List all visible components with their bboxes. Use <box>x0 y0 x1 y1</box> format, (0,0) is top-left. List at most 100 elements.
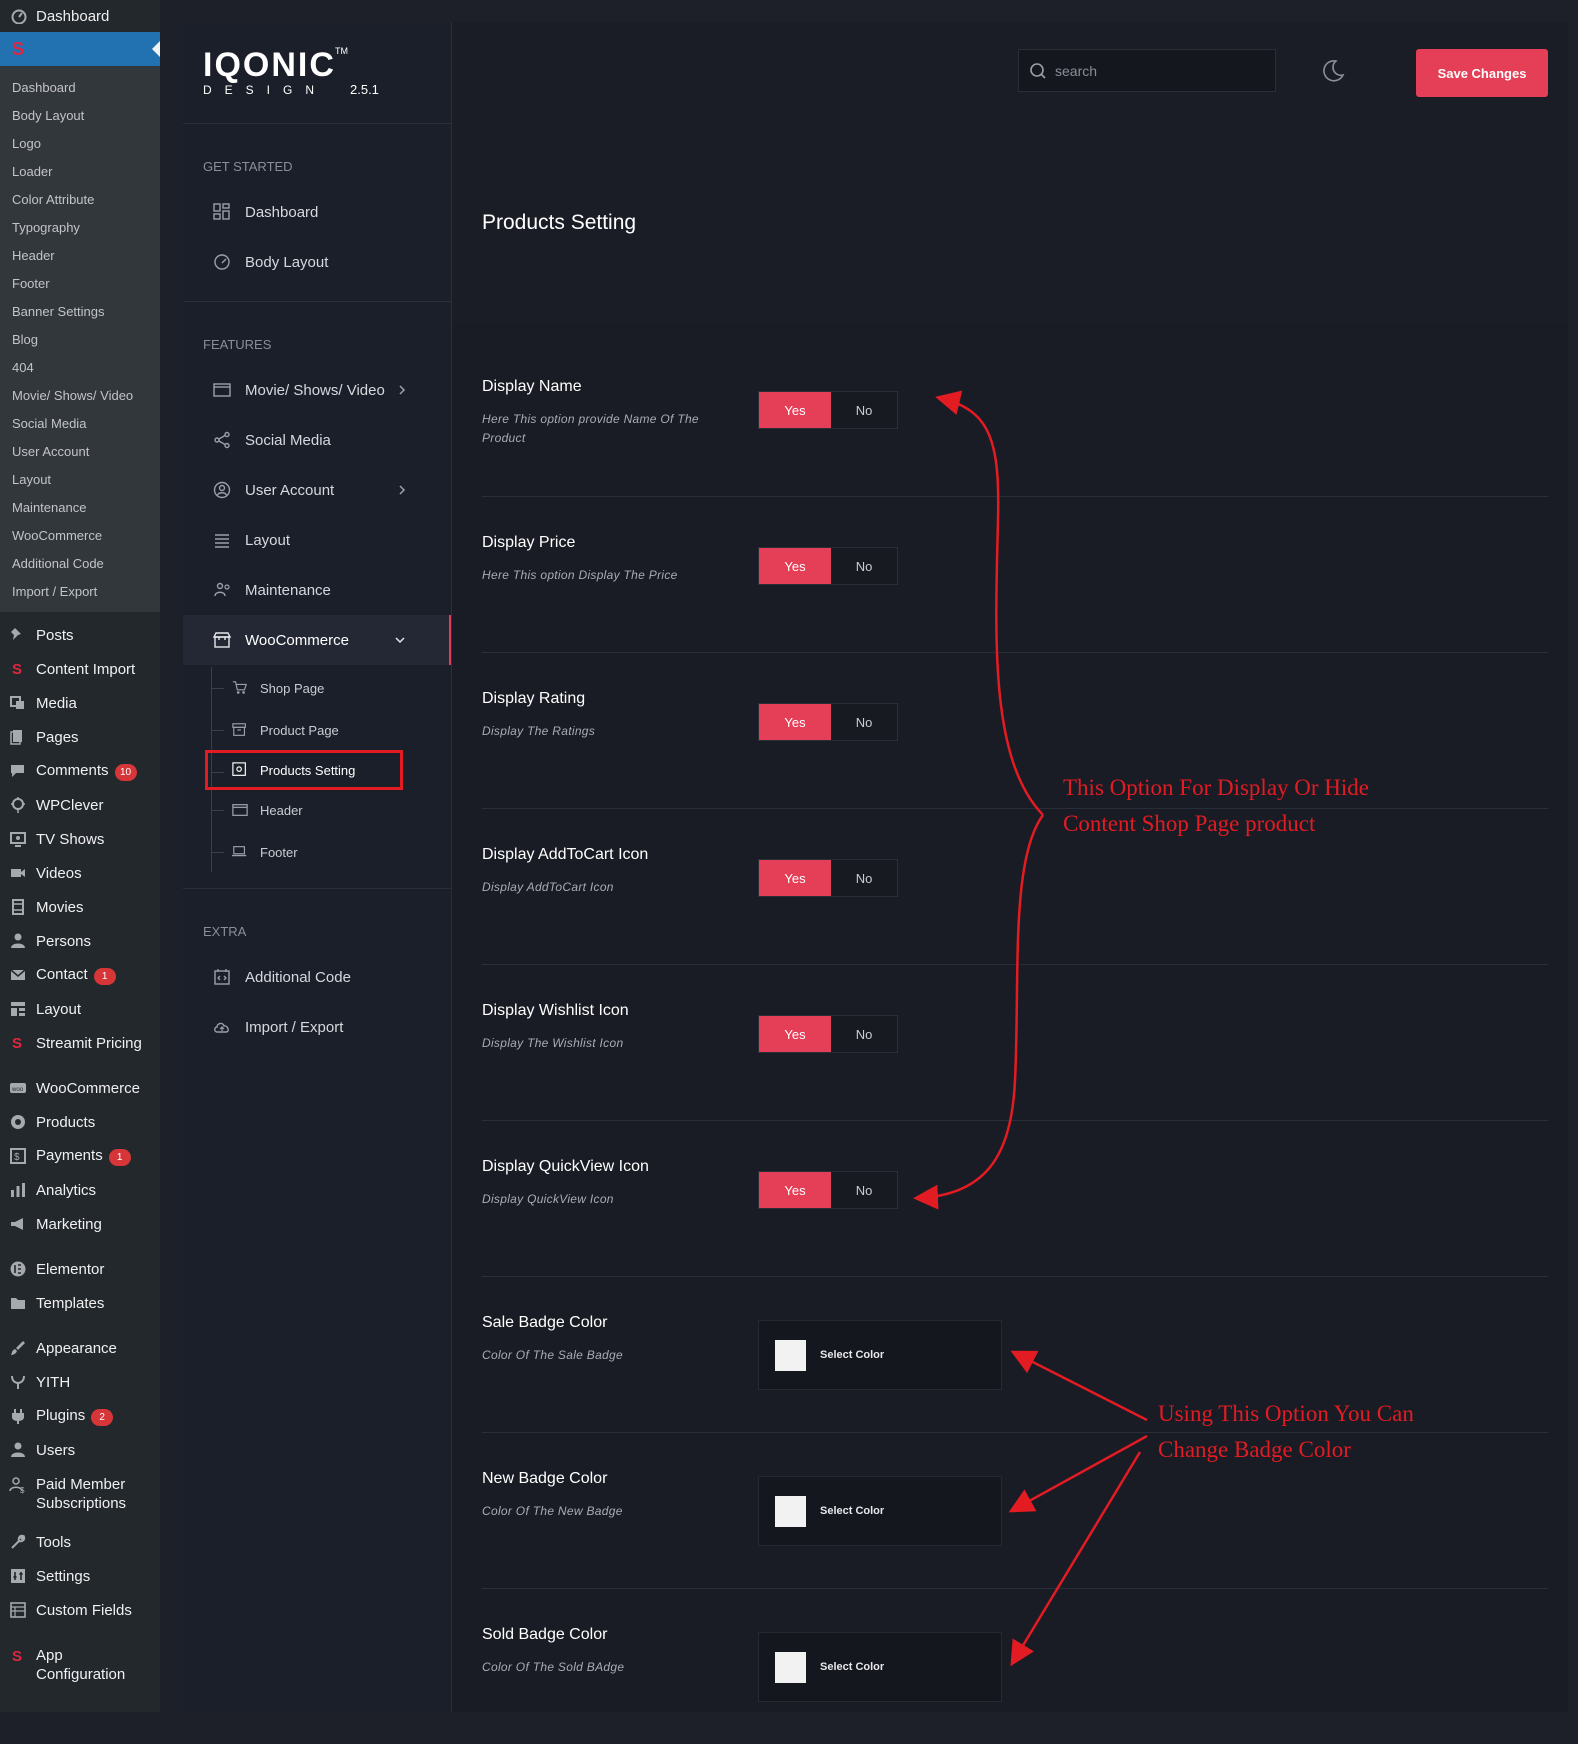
select-color-button[interactable]: Select Color <box>820 1661 885 1673</box>
wp-submenu-item[interactable]: Blog <box>12 332 39 347</box>
save-changes-button[interactable]: Save Changes <box>1416 49 1548 97</box>
video-icon <box>8 863 28 883</box>
wp-submenu-item[interactable]: User Account <box>12 444 90 459</box>
search-input[interactable]: search <box>1055 62 1098 79</box>
wp-submenu-item[interactable]: Logo <box>12 136 41 151</box>
toggle-no-button[interactable]: No <box>831 704 897 740</box>
nav-item[interactable]: Social Media <box>183 415 451 465</box>
nav-subitem[interactable]: Product Page <box>212 709 451 751</box>
wp-menu-item[interactable]: Appearance <box>0 1331 160 1365</box>
nav-item[interactable]: Dashboard <box>183 187 451 237</box>
wp-menu-item[interactable]: S Content Import <box>0 652 160 686</box>
wp-submenu-item[interactable]: Body Layout <box>12 108 85 123</box>
wp-menu-item[interactable]: Comments 10 <box>0 754 160 788</box>
nav-item[interactable]: Import / Export <box>183 1002 451 1052</box>
wp-menu-item[interactable]: Media <box>0 686 160 720</box>
nav-divider <box>183 872 451 889</box>
toggle-no-button[interactable]: No <box>831 1172 897 1208</box>
nav-item[interactable]: Additional Code <box>183 952 451 1002</box>
wp-menu-item[interactable]: woo WooCommerce <box>0 1071 160 1105</box>
wp-submenu-item[interactable]: Footer <box>12 276 50 291</box>
toggle-no-button[interactable]: No <box>831 548 897 584</box>
wp-menu-item[interactable]: S Streamit Pricing <box>0 1026 160 1060</box>
wp-menu-item[interactable]: Users <box>0 1433 160 1467</box>
wp-submenu-item[interactable]: Movie/ Shows/ Video <box>12 388 134 403</box>
wp-menu-item[interactable]: $ Payments 1 <box>0 1139 160 1173</box>
nav-item[interactable]: WooCommerce <box>183 615 451 665</box>
wp-menu-label: Templates <box>36 1294 105 1312</box>
nav-item[interactable]: Body Layout <box>183 237 451 287</box>
wp-menu-item[interactable]: Persons <box>0 924 160 958</box>
wp-submenu-item[interactable]: Import / Export <box>12 584 98 599</box>
wp-menu-item[interactable]: Pages <box>0 720 160 754</box>
color-picker[interactable]: Select Color <box>758 1632 1002 1702</box>
nav-item[interactable]: Maintenance <box>183 565 451 615</box>
wp-menu-item[interactable]: $ Paid Member Subscriptions <box>0 1467 160 1525</box>
woocommerce-submenu: Shop Page Product Page Products Setting Hea… <box>205 667 451 873</box>
toggle-yes-button[interactable]: Yes <box>759 392 831 428</box>
wp-menu-item[interactable]: Contact 1 <box>0 958 160 992</box>
wp-menu-item[interactable]: Plugins 2 <box>0 1399 160 1433</box>
wp-menu-item[interactable]: Custom Fields <box>0 1593 160 1627</box>
nav-subitem[interactable]: Products Setting <box>205 750 403 790</box>
wp-menu-label: Appearance <box>36 1339 117 1357</box>
wp-menu-streamit-active[interactable]: S <box>0 32 160 66</box>
wp-menu-item[interactable]: WPClever <box>0 788 160 822</box>
toggle-yes-button[interactable]: Yes <box>759 1172 831 1208</box>
wp-menu-item[interactable]: Products <box>0 1105 160 1139</box>
search-box[interactable]: search <box>1018 49 1276 92</box>
wp-menu-item[interactable]: Videos <box>0 856 160 890</box>
wp-submenu-item[interactable]: 404 <box>12 360 34 375</box>
toggle-no-button[interactable]: No <box>831 392 897 428</box>
wp-submenu-item[interactable]: Maintenance <box>12 500 87 515</box>
color-swatch[interactable] <box>775 1339 806 1371</box>
wp-menu-item[interactable]: Templates <box>0 1286 160 1320</box>
wp-submenu-item[interactable]: Color Attribute <box>12 192 95 207</box>
toggle-yes-button[interactable]: Yes <box>759 704 831 740</box>
toggle-no-button[interactable]: No <box>831 860 897 896</box>
wp-submenu-item[interactable]: Header <box>12 248 55 263</box>
nav-item[interactable]: User Account <box>183 465 451 515</box>
wp-menu-item[interactable]: Elementor <box>0 1252 160 1286</box>
wp-menu-item[interactable]: Analytics <box>0 1173 160 1207</box>
wp-submenu-item[interactable]: Typography <box>12 220 80 235</box>
wp-menu-item[interactable]: Marketing <box>0 1207 160 1241</box>
wp-menu-item[interactable]: Movies <box>0 890 160 924</box>
color-swatch[interactable] <box>775 1495 806 1527</box>
wp-submenu-item[interactable]: Layout <box>12 472 52 487</box>
wp-submenu-item[interactable]: Banner Settings <box>12 304 105 319</box>
nav-subitem[interactable]: Shop Page <box>212 667 451 709</box>
nav-subitem[interactable]: Header <box>212 789 451 831</box>
toggle-yes-button[interactable]: Yes <box>759 860 831 896</box>
users-icon <box>8 1440 28 1460</box>
color-picker[interactable]: Select Color <box>758 1320 1002 1390</box>
wp-submenu-item[interactable]: WooCommerce <box>12 528 103 543</box>
wp-menu-label-wrap: Media <box>36 695 77 712</box>
nav-item[interactable]: Movie/ Shows/ Video <box>183 365 451 415</box>
wp-submenu-item[interactable]: Social Media <box>12 416 87 431</box>
wp-menu-dashboard[interactable]: Dashboard <box>0 0 160 32</box>
wp-menu-item[interactable]: S App Configuration <box>0 1638 160 1696</box>
toggle-yes-button[interactable]: Yes <box>759 1016 831 1052</box>
toggle-no-button[interactable]: No <box>831 1016 897 1052</box>
select-color-button[interactable]: Select Color <box>820 1505 885 1517</box>
setting-label: Display Wishlist Icon <box>482 1002 629 1019</box>
wp-menu-item[interactable]: Layout <box>0 992 160 1026</box>
wp-menu-label-wrap: YITH <box>36 1374 70 1391</box>
wp-menu-item[interactable]: Posts <box>0 618 160 652</box>
color-swatch[interactable] <box>775 1651 806 1683</box>
wp-menu-item[interactable]: Settings <box>0 1559 160 1593</box>
wp-menu-item[interactable]: Tools <box>0 1525 160 1559</box>
toggle-yes-button[interactable]: Yes <box>759 548 831 584</box>
wp-submenu-item[interactable]: Loader <box>12 164 53 179</box>
wp-menu-item[interactable]: YITH <box>0 1365 160 1399</box>
color-picker[interactable]: Select Color <box>758 1476 1002 1546</box>
streamit-icon: S <box>8 1646 28 1666</box>
wp-submenu-item[interactable]: Additional Code <box>12 556 104 571</box>
nav-item[interactable]: Layout <box>183 515 451 565</box>
select-color-button[interactable]: Select Color <box>820 1349 885 1361</box>
wp-submenu-item[interactable]: Dashboard <box>12 80 76 95</box>
moon-icon[interactable] <box>1320 58 1346 84</box>
nav-subitem[interactable]: Footer <box>212 831 451 873</box>
wp-menu-item[interactable]: TV Shows <box>0 822 160 856</box>
